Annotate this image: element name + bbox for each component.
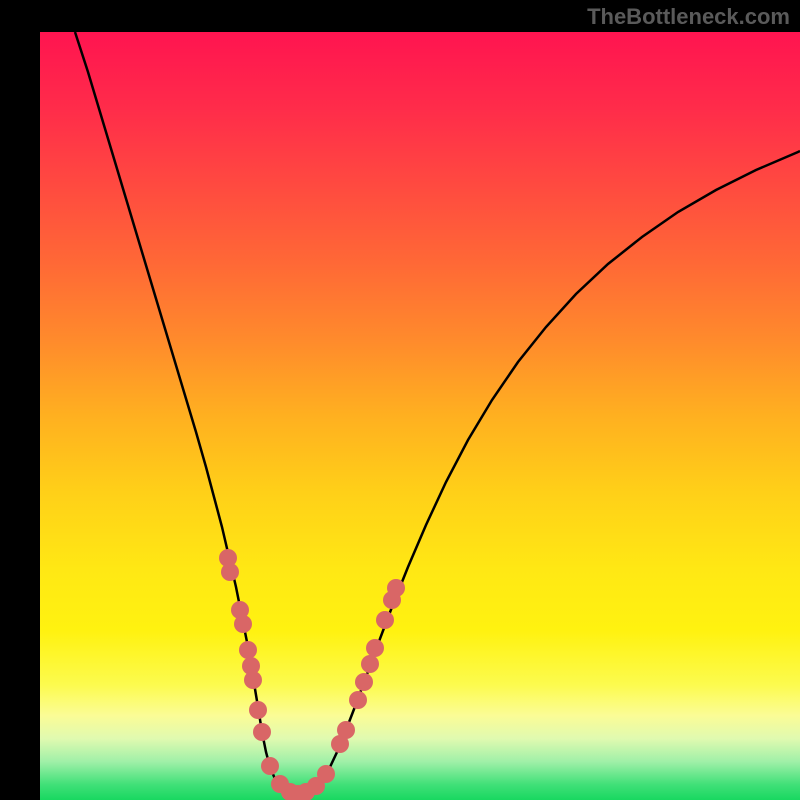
left-curve — [75, 32, 298, 794]
marker-left — [261, 757, 279, 775]
right-curve — [298, 151, 800, 794]
marker-right — [349, 691, 367, 709]
marker-left — [244, 671, 262, 689]
plot-area — [40, 32, 800, 800]
marker-left — [253, 723, 271, 741]
marker-right — [387, 579, 405, 597]
marker-right — [361, 655, 379, 673]
marker-right — [355, 673, 373, 691]
marker-left — [234, 615, 252, 633]
marker-right — [376, 611, 394, 629]
chart-svg — [40, 32, 800, 800]
marker-right — [337, 721, 355, 739]
marker-right — [366, 639, 384, 657]
marker-left — [239, 641, 257, 659]
marker-right — [317, 765, 335, 783]
marker-left — [221, 563, 239, 581]
watermark-text: TheBottleneck.com — [587, 4, 790, 30]
marker-left — [249, 701, 267, 719]
